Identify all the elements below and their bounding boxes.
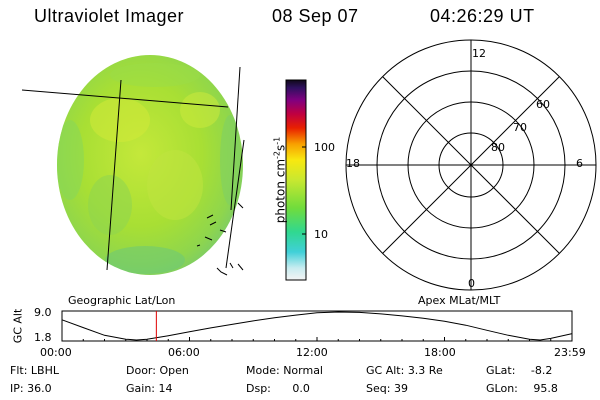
altitude-series-line: [61, 311, 572, 341]
altitude-ylabel: GC Alt: [11, 308, 25, 344]
info-ip: IP: 36.0: [10, 382, 52, 395]
info-glon: GLon: 95.8: [486, 382, 558, 395]
altitude-chart: [61, 310, 573, 342]
color-bar: [285, 79, 307, 281]
info-dsp: Dsp: 0.0: [246, 382, 310, 395]
mlt-label-12: 12: [472, 47, 486, 60]
mlat-label-60: 60: [536, 98, 550, 111]
info-gc-alt: GC Alt: 3.3 Re: [366, 364, 443, 377]
info-door: Door: Open: [126, 364, 189, 377]
altitude-xtick-1: 06:00: [168, 346, 200, 359]
color-bar-unit: photon cm: [273, 158, 288, 224]
altitude-xtick-0: 00:00: [40, 346, 72, 359]
mlat-label-70: 70: [513, 121, 527, 134]
info-gain: Gain: 14: [126, 382, 173, 395]
color-bar-exp2: -1: [272, 136, 282, 145]
time-text: 04:26:29 UT: [430, 6, 535, 26]
info-seq: Seq: 39: [366, 382, 408, 395]
mlt-label-18: 18: [346, 157, 360, 170]
date-text: 08 Sep 07: [272, 6, 359, 26]
altitude-xtick-4: 23:59: [554, 346, 586, 359]
mlt-label-0: 0: [468, 277, 475, 290]
info-mode: Mode: Normal: [246, 364, 323, 377]
altitude-ytick-top: 9.0: [34, 306, 52, 319]
info-filter: Flt: LBHL: [10, 364, 59, 377]
polar-plot: [345, 39, 597, 291]
color-bar-tick-100: 100: [314, 141, 335, 154]
color-bar-unit-s: s: [273, 144, 288, 151]
mlat-label-80: 80: [491, 141, 505, 154]
altitude-chart-frame: [61, 310, 573, 342]
altitude-xtick-2: 12:00: [296, 346, 328, 359]
uv-image-disk: [21, 55, 245, 276]
instrument-title: Ultraviolet Imager: [34, 6, 185, 26]
geographic-caption: Geographic Lat/Lon: [68, 294, 176, 307]
mlt-label-6: 6: [576, 157, 583, 170]
altitude-xtick-3: 18:00: [424, 346, 456, 359]
apex-caption: Apex MLat/MLT: [418, 294, 501, 307]
altitude-ytick-bottom: 1.8: [34, 331, 52, 344]
info-glat: GLat: -8.2: [486, 364, 553, 377]
color-bar-label: photon cm-2s-1: [273, 137, 288, 224]
color-bar-tick-10: 10: [314, 228, 328, 241]
color-bar-exp1: -2: [272, 150, 282, 159]
